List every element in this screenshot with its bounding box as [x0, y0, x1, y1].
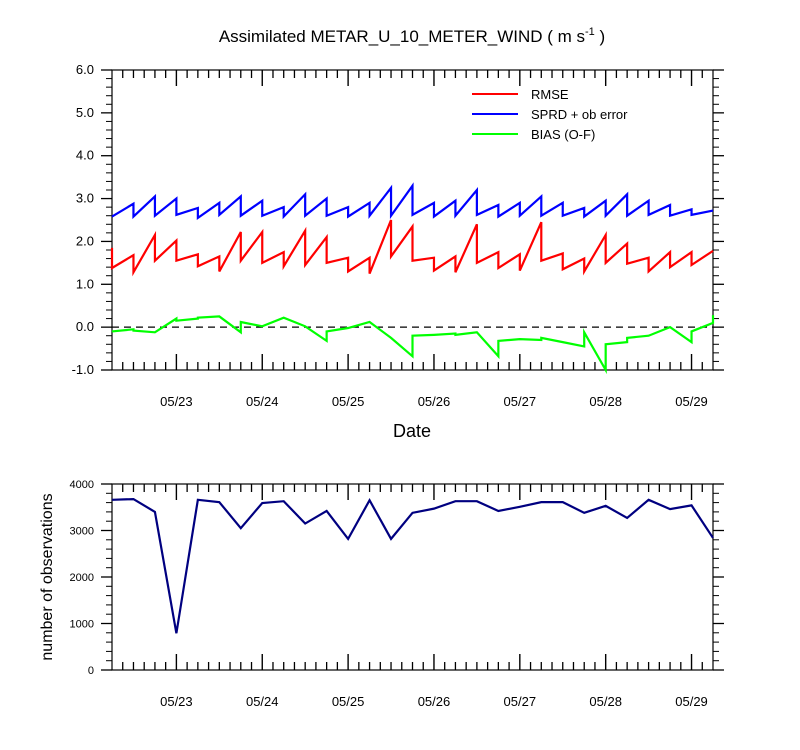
series-line-rmse	[110, 219, 714, 277]
series-line-sprd-ob-error	[111, 182, 714, 220]
chart-title: Assimilated METAR_U_10_METER_WIND ( m s-…	[219, 26, 605, 46]
x-tick-label: 05/26	[418, 694, 451, 709]
y-tick-label: -1.0	[72, 362, 94, 377]
x-tick-label: 05/27	[504, 394, 537, 409]
x-tick-label: 05/29	[675, 694, 708, 709]
top-series-group	[110, 182, 715, 375]
y-tick-label: 1.0	[76, 276, 94, 291]
series-line-bias-o-f	[111, 315, 715, 375]
top-chart-panel: -1.00.01.02.03.04.05.06.0 05/23 05/24 05/2…	[72, 62, 724, 409]
top-y-axis: -1.0 0.0 1.0 2.0 3.0 4.0 5.0 6.0	[72, 62, 724, 377]
bottom-minor-ticks	[122, 484, 703, 670]
top-x-axis: 05/23 05/24 05/25 05/26 05/27 05/28 05/29	[160, 70, 708, 409]
x-tick-label: 05/25	[332, 394, 365, 409]
legend: RMSE SPRD + ob error BIAS (O-F)	[472, 87, 628, 142]
y-tick-label: 4000	[70, 479, 94, 491]
x-tick-label: 05/27	[504, 694, 537, 709]
x-tick-label: 05/23	[160, 694, 193, 709]
y-tick-label: 4.0	[76, 148, 94, 163]
y-tick-label: 0.0	[76, 319, 94, 334]
y-tick-label: 6.0	[76, 62, 94, 77]
legend-label: BIAS (O-F)	[531, 127, 595, 142]
x-tick-label: 05/24	[246, 694, 279, 709]
top-minor-ticks	[122, 70, 703, 370]
x-tick-label: 05/29	[675, 394, 708, 409]
x-tick-label: 05/28	[589, 394, 622, 409]
y-tick-label: 2.0	[76, 233, 94, 248]
y-tick-label: 3.0	[76, 191, 94, 206]
x-tick-label: 05/23	[160, 394, 193, 409]
series-line-number-of-observations	[111, 498, 714, 634]
x-axis-title: Date	[393, 421, 431, 441]
x-tick-label: 05/26	[418, 394, 451, 409]
bottom-x-axis: 05/23 05/24 05/25 05/26 05/27 05/28 05/29	[160, 484, 708, 709]
y-tick-label: 2000	[70, 572, 94, 584]
legend-label: SPRD + ob error	[531, 107, 628, 122]
y-tick-label: 3000	[70, 526, 94, 538]
y-tick-label: 5.0	[76, 105, 94, 120]
legend-label: RMSE	[531, 87, 569, 102]
y-tick-label: 0	[88, 665, 94, 677]
bottom-y-axis: 0 1000 2000 3000 4000	[70, 479, 724, 677]
x-tick-label: 05/28	[589, 694, 622, 709]
x-tick-label: 05/24	[246, 394, 279, 409]
bottom-series-group	[111, 498, 714, 634]
x-tick-label: 05/25	[332, 694, 365, 709]
y-axis-title-observations: number of observations	[39, 493, 56, 660]
y-tick-label: 1000	[70, 619, 94, 631]
